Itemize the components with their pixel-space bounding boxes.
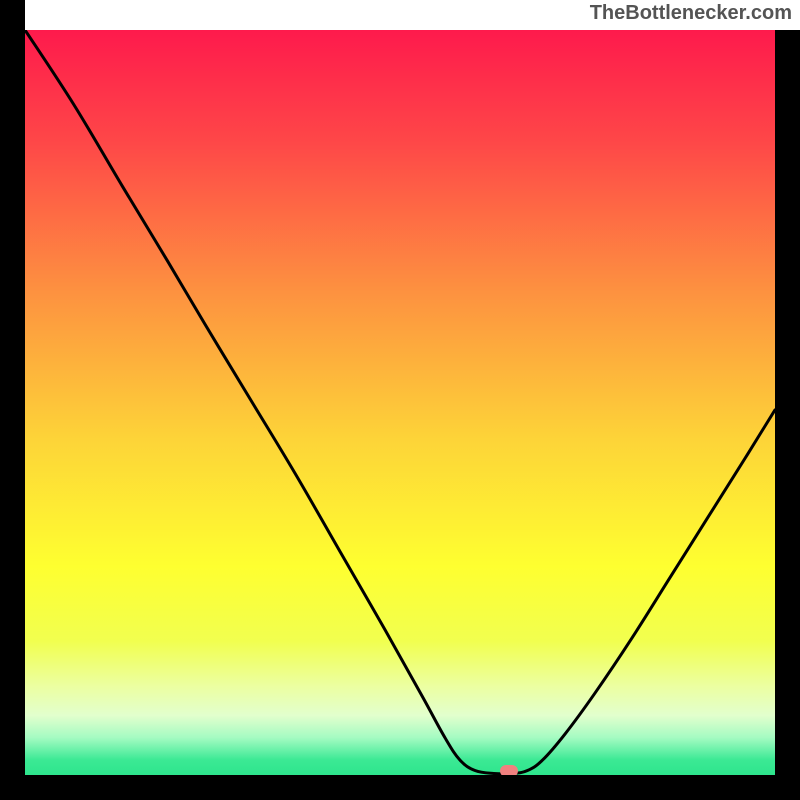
axis-border-left bbox=[0, 0, 25, 800]
axis-border-right bbox=[775, 30, 800, 800]
plot-area bbox=[25, 30, 775, 775]
bottleneck-chart: TheBottlenecker.com bbox=[0, 0, 800, 800]
bottleneck-curve bbox=[25, 30, 775, 775]
axis-border-bottom bbox=[0, 775, 800, 800]
watermark-text: TheBottlenecker.com bbox=[590, 2, 792, 25]
optimal-marker bbox=[500, 765, 518, 775]
